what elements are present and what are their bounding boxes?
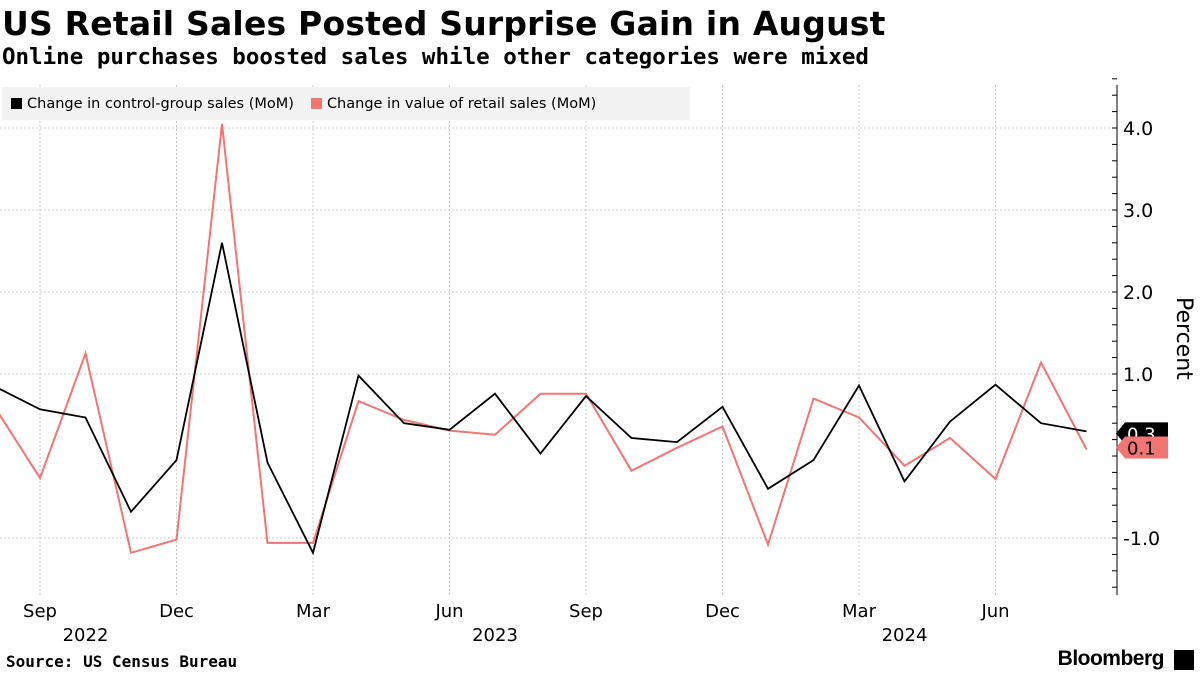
x-tick-label: Mar: [842, 601, 877, 622]
series-line-retail: [0, 123, 1088, 555]
legend-label-control: Change in control-group sales (MoM): [27, 95, 294, 112]
y-tick-label: 1.0: [1123, 364, 1153, 386]
y-tick-label: -1.0: [1123, 528, 1160, 550]
x-year-label: 2024: [882, 625, 928, 646]
last-value-flag-retail: [1116, 436, 1168, 459]
legend-item-control: Change in control-group sales (MoM): [11, 96, 294, 112]
x-year-label: 2022: [63, 625, 109, 646]
x-tick-label: Mar: [296, 601, 331, 622]
chart-legend: Change in control-group sales (MoM) Chan…: [2, 87, 690, 120]
legend-label-retail: Change in value of retail sales (MoM): [326, 95, 597, 112]
bloomberg-terminal-icon: [1174, 650, 1194, 670]
x-tick-label: Dec: [159, 601, 194, 622]
x-tick-label: Jun: [434, 601, 463, 622]
source-note: Source: US Census Bureau: [6, 652, 238, 671]
chart-subtitle: Online purchases boosted sales while oth…: [2, 44, 869, 70]
legend-swatch-retail: [310, 98, 322, 109]
x-year-label: 2023: [472, 625, 518, 646]
legend-item-retail: Change in value of retail sales (MoM): [310, 95, 597, 112]
chart-title: US Retail Sales Posted Surprise Gain in …: [2, 4, 886, 43]
bloomberg-logo: Bloomberg: [1057, 647, 1165, 670]
y-tick-label: 3.0: [1123, 200, 1153, 222]
last-value-label-retail: 0.1: [1127, 438, 1156, 459]
y-tick-label: 4.0: [1123, 118, 1153, 140]
x-tick-label: Sep: [569, 601, 603, 622]
series-line-control: [0, 242, 1087, 556]
x-tick-label: Dec: [705, 601, 740, 622]
y-axis-label: Percent: [1171, 297, 1196, 380]
y-tick-label: 2.0: [1123, 282, 1153, 304]
legend-swatch-control: [11, 98, 22, 109]
x-tick-label: Jun: [980, 601, 1009, 622]
x-tick-label: Sep: [23, 601, 57, 622]
